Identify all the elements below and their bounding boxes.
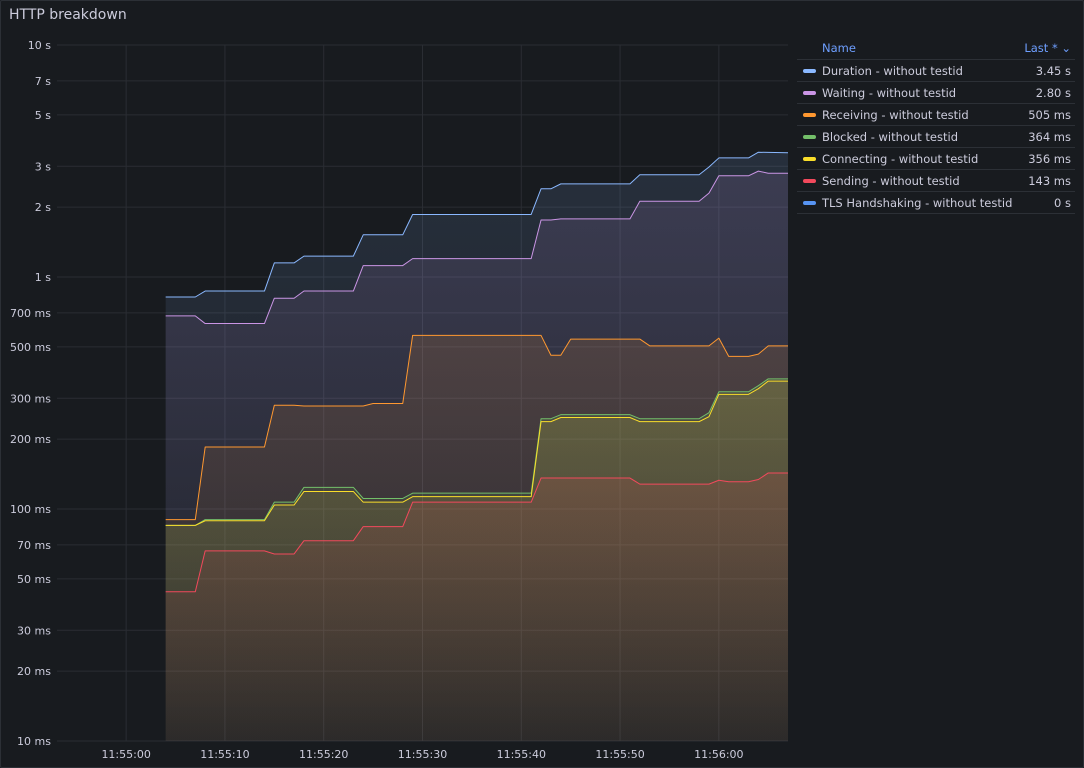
y-tick-label: 7 s (35, 75, 51, 88)
y-tick-label: 300 ms (10, 392, 51, 405)
series-line[interactable] (165, 151, 789, 298)
legend-swatch (803, 178, 816, 183)
x-tick-label: 11:55:20 (299, 748, 348, 761)
panel-title[interactable]: HTTP breakdown (9, 7, 127, 23)
x-tick-label: 11:55:50 (595, 748, 644, 761)
y-tick-label: 200 ms (10, 433, 51, 446)
x-tick-label: 11:55:10 (200, 748, 249, 761)
y-tick-label: 100 ms (10, 503, 51, 516)
y-tick-label: 1 s (35, 271, 51, 284)
legend-item-value: 505 ms (1028, 107, 1071, 122)
y-tick-label: 10 s (28, 39, 51, 52)
legend-item[interactable]: Blocked - without testid 364 ms (797, 125, 1075, 147)
series-line[interactable] (165, 472, 788, 593)
y-tick-label: 2 s (35, 201, 51, 214)
y-tick-label: 10 ms (17, 735, 51, 748)
series-line[interactable] (165, 170, 788, 325)
legend-item[interactable]: Receiving - without testid 505 ms (797, 103, 1075, 125)
y-tick-label: 500 ms (10, 341, 51, 354)
legend-header: Name Last * ⌄ (797, 39, 1075, 59)
legend-item[interactable]: Duration - without testid 3.45 s (797, 59, 1075, 81)
legend-swatch (803, 134, 816, 139)
y-tick-label: 3 s (35, 160, 51, 173)
legend-item-name: Sending - without testid (822, 173, 960, 188)
legend-sort-header[interactable]: Last * ⌄ (1024, 41, 1071, 55)
x-tick-label: 11:56:00 (694, 748, 743, 761)
chart-area[interactable]: 10 ms 20 ms 30 ms 50 ms 70 ms 100 ms 200 ms 300… (1, 1, 791, 767)
legend-item[interactable]: Sending - without testid 143 ms (797, 169, 1075, 191)
legend-item-name: Receiving - without testid (822, 107, 969, 122)
legend-name-header[interactable]: Name (822, 41, 856, 55)
legend-swatch (803, 112, 816, 117)
legend-item[interactable]: TLS Handshaking - without testid 0 s (797, 191, 1075, 214)
legend-swatch (803, 156, 816, 161)
legend-item-value: 356 ms (1028, 151, 1071, 166)
legend-item-name: Waiting - without testid (822, 85, 957, 100)
legend-item-name: TLS Handshaking - without testid (822, 195, 1013, 210)
x-tick-label: 11:55:40 (497, 748, 546, 761)
legend-item-value: 0 s (1054, 195, 1071, 210)
y-tick-label: 20 ms (17, 665, 51, 678)
series-line[interactable] (165, 334, 788, 521)
legend-swatch (803, 200, 816, 205)
y-tick-label: 5 s (35, 109, 51, 122)
y-tick-label: 50 ms (17, 573, 51, 586)
legend-item-value: 143 ms (1028, 173, 1071, 188)
legend-item-name: Blocked - without testid (822, 129, 958, 144)
y-tick-label: 700 ms (10, 307, 51, 320)
legend-rows: Duration - without testid 3.45 s Waiting -… (797, 59, 1075, 214)
y-tick-label: 30 ms (17, 624, 51, 637)
legend-item-name: Duration - without testid (822, 63, 963, 78)
legend-item-name: Connecting - without testid (822, 151, 979, 166)
legend-item-value: 3.45 s (1035, 63, 1071, 78)
legend-swatch (803, 68, 816, 73)
x-tick-label: 11:55:00 (101, 748, 150, 761)
x-tick-label: 11:55:30 (398, 748, 447, 761)
series-line[interactable] (165, 380, 788, 526)
legend-item[interactable]: Connecting - without testid 356 ms (797, 147, 1075, 169)
y-tick-label: 70 ms (17, 539, 51, 552)
legend-swatch (803, 90, 816, 95)
legend-item[interactable]: Waiting - without testid 2.80 s (797, 81, 1075, 103)
series-area-fill (165, 472, 788, 741)
legend-item-value: 2.80 s (1035, 85, 1071, 100)
legend-item-value: 364 ms (1028, 129, 1071, 144)
legend: Name Last * ⌄ Duration - without testid 3… (797, 39, 1075, 214)
